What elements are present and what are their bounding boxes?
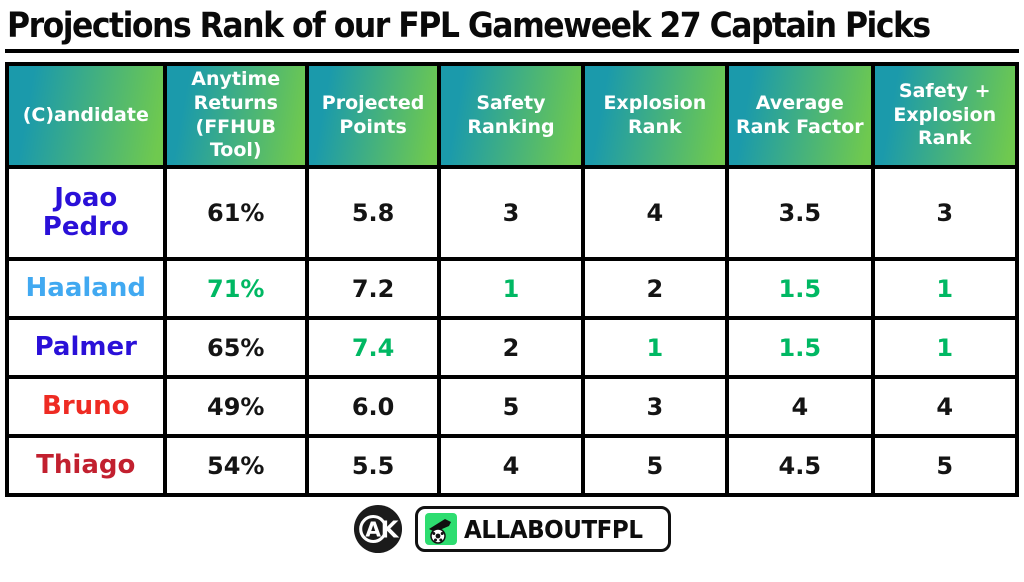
cell-safety-ranking: 4: [437, 434, 585, 497]
cell-safety-explosion-rank: 5: [870, 434, 1020, 497]
cell-average-rank-factor: 1.5: [725, 316, 875, 379]
table-row: Joao Pedro 61% 5.8 3 4 3.5 3: [5, 165, 1020, 261]
svg-text:A: A: [365, 518, 381, 542]
cell-safety-ranking: 5: [437, 375, 585, 438]
candidate-name: Palmer: [5, 316, 167, 379]
cell-anytime-returns: 54%: [162, 434, 309, 497]
cell-anytime-returns: 61%: [162, 165, 309, 261]
cell-explosion-rank: 4: [580, 165, 730, 261]
table-row: Thiago 54% 5.5 4 5 4.5 5: [5, 434, 1020, 497]
cell-projected-points: 5.5: [304, 434, 442, 497]
footer: A K ALLABOUTFPL: [0, 499, 1024, 559]
column-header-safety-explosion-rank: Safety + Explosion Rank: [870, 62, 1020, 169]
candidate-name: Bruno: [5, 375, 167, 438]
cell-safety-ranking: 1: [437, 257, 585, 320]
football-boot-icon: [424, 513, 457, 545]
cell-safety-ranking: 2: [437, 316, 585, 379]
cell-average-rank-factor: 1.5: [725, 257, 875, 320]
cell-projected-points: 7.4: [304, 316, 442, 379]
cell-average-rank-factor: 4.5: [725, 434, 875, 497]
cell-anytime-returns: 49%: [162, 375, 309, 438]
column-header-average-rank-factor: Average Rank Factor: [725, 62, 875, 169]
cell-safety-explosion-rank: 1: [870, 257, 1020, 320]
column-header-candidate: (C)andidate: [5, 62, 167, 169]
cell-safety-ranking: 3: [437, 165, 585, 261]
cell-average-rank-factor: 3.5: [725, 165, 875, 261]
cell-explosion-rank: 1: [580, 316, 730, 379]
cell-projected-points: 7.2: [304, 257, 442, 320]
table-row: Bruno 49% 6.0 5 3 4 4: [5, 375, 1020, 438]
cell-explosion-rank: 3: [580, 375, 730, 438]
column-header-explosion-rank: Explosion Rank: [580, 62, 730, 169]
brand-text: ALLABOUTFPL: [463, 514, 643, 544]
cell-anytime-returns: 65%: [162, 316, 309, 379]
cell-safety-explosion-rank: 4: [870, 375, 1020, 438]
page-title: Projections Rank of our FPL Gameweek 27 …: [5, 6, 1019, 53]
cell-anytime-returns: 71%: [162, 257, 309, 320]
cell-projected-points: 5.8: [304, 165, 442, 261]
candidate-name: Haaland: [5, 257, 167, 320]
candidate-name: Joao Pedro: [5, 165, 167, 261]
cell-explosion-rank: 2: [580, 257, 730, 320]
cell-average-rank-factor: 4: [725, 375, 875, 438]
ak-circle-logo-icon: A K: [353, 504, 403, 554]
column-header-projected-points: Projected Points: [304, 62, 442, 169]
svg-text:K: K: [381, 518, 400, 544]
table-header-row: (C)andidate Anytime Returns (FFHUB Tool)…: [5, 62, 1020, 169]
allaboutfpl-badge: ALLABOUTFPL: [414, 506, 672, 552]
cell-explosion-rank: 5: [580, 434, 730, 497]
cell-projected-points: 6.0: [304, 375, 442, 438]
cell-safety-explosion-rank: 3: [870, 165, 1020, 261]
table-row: Palmer 65% 7.4 2 1 1.5 1: [5, 316, 1020, 379]
table-row: Haaland 71% 7.2 1 2 1.5 1: [5, 257, 1020, 320]
captain-picks-table: (C)andidate Anytime Returns (FFHUB Tool)…: [5, 62, 1020, 497]
column-header-safety-ranking: Safety Ranking: [437, 62, 585, 169]
column-header-anytime-returns: Anytime Returns (FFHUB Tool): [162, 62, 309, 169]
cell-safety-explosion-rank: 1: [870, 316, 1020, 379]
candidate-name: Thiago: [5, 434, 167, 497]
